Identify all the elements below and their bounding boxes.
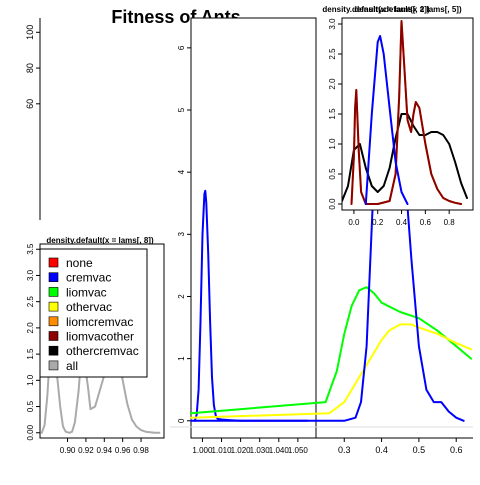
- p3-y-tick-label: 3: [177, 232, 186, 237]
- legend-swatch: [49, 317, 58, 326]
- p2-y-tick-label: 2.0: [26, 322, 35, 334]
- p5-y-tick-label: 0.5: [328, 168, 337, 180]
- legend-label: liomcremvac: [66, 315, 133, 329]
- p5-x-tick-label: 0.8: [444, 218, 456, 227]
- p2-y-tick-label: 1.0: [26, 374, 35, 386]
- p3-x-tick-label: 1.030: [250, 446, 271, 455]
- p3-y-tick-label: 5: [177, 107, 186, 112]
- p3-x-tick-label: 1.000: [192, 446, 213, 455]
- p2-y-tick-label: 3.0: [26, 269, 35, 281]
- p5-y-tick-label: 2.5: [328, 48, 337, 60]
- legend-label: cremvac: [66, 271, 111, 285]
- p5-x-tick-label: 0.2: [372, 218, 384, 227]
- p5-x-tick-label: 0.4: [396, 218, 408, 227]
- p5-x-tick-label: 0.6: [420, 218, 432, 227]
- p2-x-tick-label: 0.92: [78, 446, 94, 455]
- p3-x-tick-label: 1.020: [231, 446, 252, 455]
- p3-y-tick-label: 0: [177, 418, 186, 423]
- legend: nonecremvacliomvacothervacliomcremvaclio…: [40, 249, 147, 377]
- legend-swatch: [49, 273, 58, 282]
- p5-y-tick-label: 1.5: [328, 108, 337, 120]
- legend-label: liomvacother: [66, 330, 134, 344]
- legend-label: othervac: [66, 300, 112, 314]
- legend-swatch: [49, 258, 58, 267]
- p3-x-tick-label: 1.050: [288, 446, 309, 455]
- p3-y-tick-label: 4: [177, 169, 186, 174]
- p2-y-tick-label: 0.00: [26, 424, 35, 440]
- legend-swatch: [49, 346, 58, 355]
- legend-swatch: [49, 332, 58, 341]
- p5-y-tick-label: 3.0: [328, 18, 337, 30]
- p2-x-tick-label: 0.98: [133, 446, 149, 455]
- legend-swatch: [49, 287, 58, 296]
- panel-lams-5: density.default(x = lams[, 2]) density.d…: [322, 5, 473, 227]
- p2-x-tick-label: 0.94: [97, 446, 113, 455]
- p5-y-tick-label: 0.0: [328, 198, 337, 210]
- p4-x-tick-label: 0.4: [375, 445, 388, 455]
- p1-y-tick-label: 60: [25, 99, 35, 109]
- legend-label: none: [66, 256, 93, 270]
- legend-swatch: [49, 361, 58, 370]
- p3-x-tick-label: 1.040: [269, 446, 290, 455]
- p5-title: density.default(x = lams[, 5]): [354, 5, 462, 14]
- p2-y-tick-label: 1.5: [26, 348, 35, 360]
- p2-y-tick-label: 3.5: [26, 243, 35, 255]
- p3-y-tick-label: 6: [177, 45, 186, 50]
- p3-x-tick-label: 1.010: [212, 446, 233, 455]
- p2-y-tick-label: 0.5: [26, 400, 35, 412]
- p1-y-tick-label: 100: [25, 25, 35, 40]
- legend-swatch: [49, 302, 58, 311]
- p1-y-tick-label: 80: [25, 63, 35, 73]
- p2-x-tick-label: 0.90: [60, 446, 76, 455]
- p4-x-tick-label: 0.3: [338, 445, 351, 455]
- legend-label: liomvac: [66, 285, 107, 299]
- p5-x-tick-label: 0.0: [348, 218, 360, 227]
- p4-x-tick-label: 0.6: [450, 445, 463, 455]
- p2-title: density.default(x = lams[, 8]): [46, 236, 154, 245]
- legend-label: othercremvac: [66, 344, 139, 358]
- p5-y-tick-label: 2.0: [328, 78, 337, 90]
- p3-plot-box: [191, 18, 316, 438]
- panel-spike: 0 1 2 3 4 5 6 1.000 1.010 1.020 1.030 1.040 1.050: [177, 18, 316, 455]
- p4-x-tick-label: 0.5: [413, 445, 426, 455]
- p3-y-tick-label: 2: [177, 294, 186, 299]
- p2-x-tick-label: 0.96: [115, 446, 131, 455]
- legend-label: all: [66, 359, 78, 373]
- p5-y-tick-label: 1.0: [328, 138, 337, 150]
- p3-y-tick-label: 1: [177, 356, 186, 361]
- p2-y-tick-label: 2.5: [26, 296, 35, 308]
